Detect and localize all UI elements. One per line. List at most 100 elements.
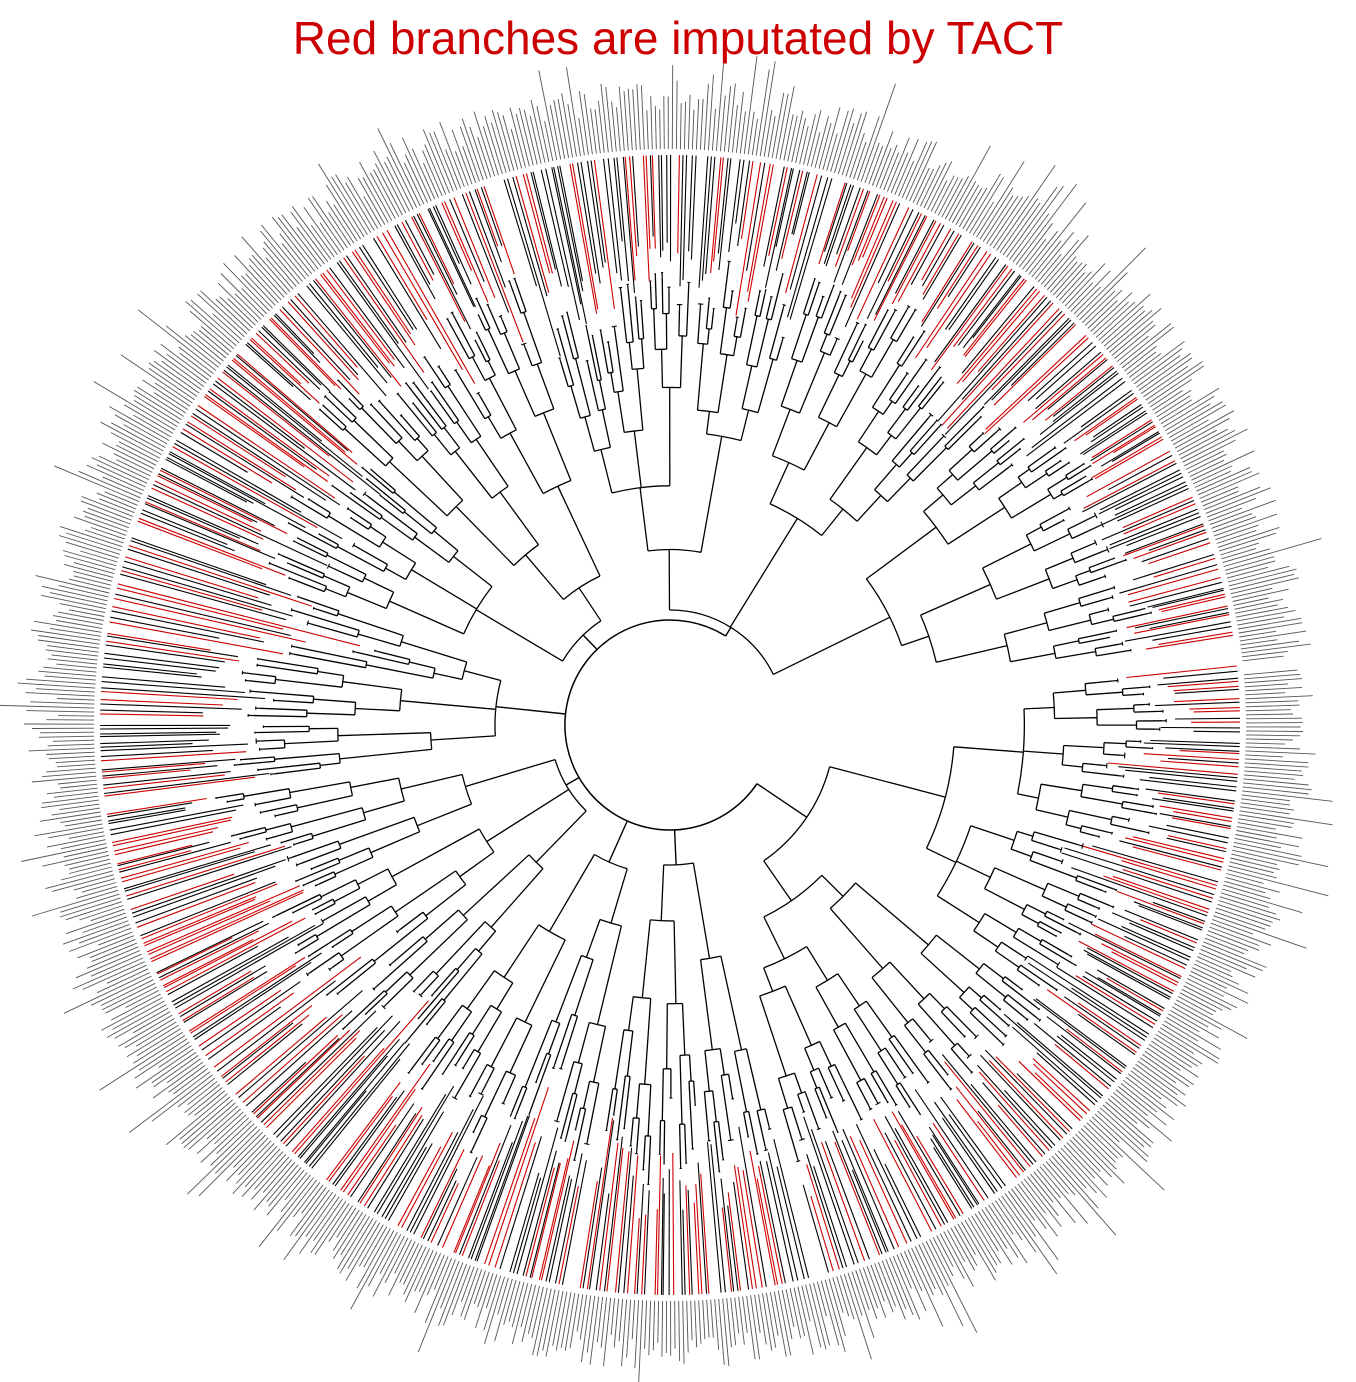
- tip-label: [111, 422, 164, 452]
- tip-label: [82, 916, 128, 933]
- branch: [719, 1048, 725, 1076]
- branch: [400, 700, 496, 710]
- tip-label: [1227, 565, 1290, 583]
- branch: [713, 1121, 720, 1168]
- branch: [419, 991, 424, 996]
- branch: [610, 372, 615, 393]
- branch: [311, 500, 331, 514]
- branch: [462, 1064, 466, 1069]
- branch-arc: [966, 1053, 972, 1059]
- branch: [910, 1069, 914, 1074]
- tip-label: [944, 176, 969, 220]
- branch-arc: [454, 420, 460, 425]
- branch: [536, 363, 555, 410]
- tip-label: [646, 110, 649, 150]
- imputed-branch: [1033, 1063, 1088, 1115]
- tip-label: [1002, 202, 1041, 256]
- branch: [308, 283, 379, 368]
- branch: [1174, 688, 1239, 694]
- branch: [542, 412, 572, 481]
- imputed-branch: [270, 317, 342, 390]
- tip-label: [491, 110, 511, 172]
- tip-label: [1131, 340, 1185, 382]
- imputed-branch: [1032, 357, 1107, 421]
- tip-label: [62, 920, 129, 945]
- branch: [1095, 643, 1119, 650]
- branch: [466, 970, 495, 1010]
- branch-arc: [923, 1049, 929, 1055]
- branch-arc: [886, 309, 889, 311]
- tip-label: [459, 126, 480, 182]
- tip-label: [31, 775, 97, 783]
- branch: [1067, 467, 1088, 481]
- branch: [765, 300, 772, 319]
- tip-label: [532, 1287, 548, 1356]
- tip-label: [1012, 213, 1050, 263]
- tip-label: [62, 550, 117, 567]
- branch: [269, 562, 274, 566]
- branch-arc: [1044, 569, 1054, 589]
- tip-label: [77, 935, 135, 959]
- imputed-branch: [1083, 460, 1176, 509]
- branch: [906, 1103, 911, 1108]
- branch-arc: [1064, 446, 1067, 450]
- branch: [1060, 1034, 1117, 1080]
- branch-arc: [531, 361, 542, 367]
- tip-label: [743, 56, 758, 154]
- branch: [440, 369, 451, 385]
- branch: [558, 332, 575, 386]
- tip-label: [1188, 974, 1249, 1004]
- branch-arc: [783, 1106, 792, 1111]
- branch: [1124, 621, 1231, 642]
- branch: [1111, 912, 1195, 949]
- imputed-branch: [197, 405, 336, 499]
- branch-arc: [917, 384, 920, 387]
- tip-label: [417, 1259, 456, 1353]
- tip-label: [485, 1274, 498, 1309]
- branch-arc: [1038, 1018, 1042, 1022]
- branch: [307, 622, 312, 625]
- branch: [524, 1020, 553, 1088]
- branch: [980, 1054, 1061, 1141]
- tip-label: [1172, 410, 1235, 445]
- branch: [306, 712, 355, 716]
- tip-label: [589, 1296, 600, 1365]
- branch-arc: [908, 1106, 911, 1108]
- branch-arc: [477, 314, 480, 316]
- tip-label: [1083, 1125, 1118, 1159]
- branch-arc: [1070, 955, 1073, 958]
- imputed-branch: [1094, 438, 1164, 480]
- branch: [403, 511, 433, 535]
- tip-label: [35, 688, 95, 693]
- tip-label: [1174, 417, 1230, 449]
- branch-arc: [1062, 518, 1065, 522]
- branch-arc: [990, 448, 995, 454]
- branch: [265, 822, 291, 831]
- imputed-branch: [100, 699, 223, 706]
- branch: [836, 187, 861, 255]
- branch: [720, 1178, 735, 1292]
- branch: [1112, 815, 1126, 820]
- branch-arc: [383, 564, 389, 572]
- branch: [1005, 1022, 1010, 1027]
- imputed-branch: [253, 1034, 339, 1115]
- branch-arc: [338, 952, 345, 960]
- branch: [355, 707, 400, 712]
- branch: [433, 385, 460, 421]
- imputed-branch: [962, 290, 1041, 383]
- branch: [115, 593, 291, 637]
- tip-label: [781, 1289, 793, 1340]
- tip-label: [698, 1300, 702, 1344]
- tip-label: [47, 645, 99, 653]
- branch: [275, 313, 315, 355]
- branch: [259, 707, 307, 711]
- tip-label: [1180, 430, 1236, 460]
- branch: [130, 540, 292, 596]
- branch: [1031, 839, 1058, 850]
- tip-label: [1076, 247, 1146, 318]
- tip-label: [262, 1159, 293, 1193]
- tip-label: [80, 550, 118, 563]
- branch: [889, 961, 925, 1000]
- branch: [979, 999, 1007, 1024]
- tip-label: [138, 1038, 188, 1071]
